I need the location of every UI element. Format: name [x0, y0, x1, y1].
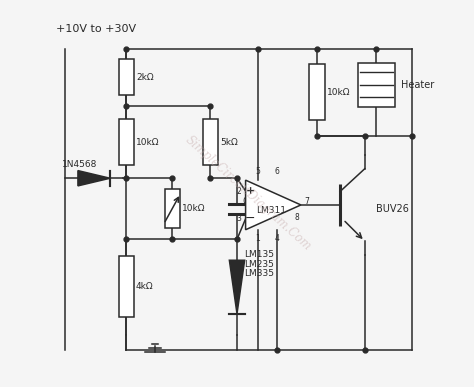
Text: LM135: LM135 [244, 250, 274, 259]
Text: 1N4568: 1N4568 [62, 160, 97, 169]
Text: 10kΩ: 10kΩ [136, 137, 159, 147]
Text: +: + [246, 186, 255, 196]
Text: 4: 4 [274, 234, 280, 243]
Polygon shape [78, 171, 110, 186]
Bar [203, 119, 218, 165]
Text: 5: 5 [255, 166, 260, 176]
Text: 4kΩ: 4kΩ [136, 283, 154, 291]
Bar [164, 189, 180, 228]
Bar [358, 63, 394, 107]
Text: LM311: LM311 [256, 206, 286, 215]
Text: 6: 6 [274, 166, 280, 176]
Text: 2: 2 [236, 187, 241, 195]
Text: BUV26: BUV26 [376, 204, 409, 214]
Text: 10kΩ: 10kΩ [327, 88, 350, 97]
Text: −: − [245, 212, 255, 225]
Text: SimpleCircuitDiagram.Com: SimpleCircuitDiagram.Com [183, 134, 314, 253]
Text: +10V to +30V: +10V to +30V [56, 24, 136, 34]
Text: 8: 8 [295, 212, 300, 222]
Text: LM235: LM235 [244, 260, 274, 269]
Bar [119, 59, 134, 96]
Text: 2kΩ: 2kΩ [136, 73, 154, 82]
Text: 10kΩ: 10kΩ [182, 204, 205, 213]
Text: 1: 1 [255, 234, 260, 243]
Text: 7: 7 [304, 197, 309, 205]
Bar [119, 257, 134, 317]
Text: 3: 3 [236, 214, 241, 223]
Text: 5kΩ: 5kΩ [220, 137, 237, 147]
Text: LM335: LM335 [244, 269, 274, 278]
Text: 0.01μF: 0.01μF [243, 197, 273, 205]
Bar [119, 119, 134, 165]
Bar [310, 64, 325, 120]
Text: Heater: Heater [401, 80, 434, 90]
Polygon shape [229, 260, 245, 313]
Polygon shape [246, 180, 301, 230]
